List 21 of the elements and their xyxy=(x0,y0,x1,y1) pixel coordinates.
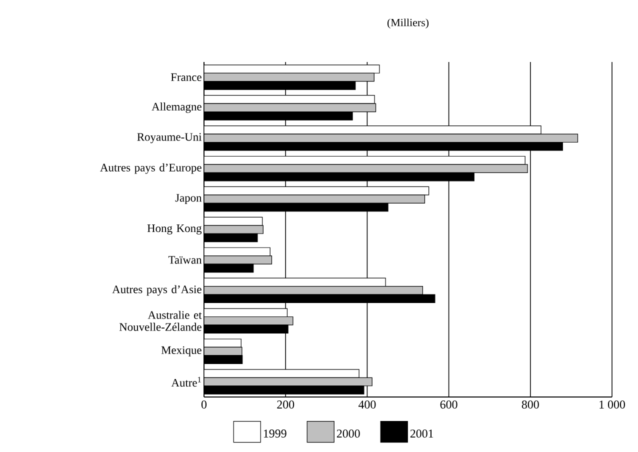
y-tick-label: Royaume-Uni xyxy=(137,133,202,144)
y-tick-label: Allemagne xyxy=(152,102,202,113)
x-tick-label: 600 xyxy=(440,400,458,409)
y-tick-label: France xyxy=(170,73,202,82)
x-tick-label: 0 xyxy=(201,400,207,409)
y-tick-label: Autres pays d’Asie xyxy=(112,285,202,296)
y-tick-label: Mexique xyxy=(161,346,202,356)
y-tick-label: Hong Kong xyxy=(147,224,202,234)
legend-label: 1999 xyxy=(264,430,286,438)
chart-title: (Milliers) xyxy=(387,18,429,28)
x-tick-label: 1 000 xyxy=(600,400,625,409)
y-tick-label: Japon xyxy=(175,194,202,204)
y-tick-label: Autres pays d’Europe xyxy=(100,163,202,174)
legend-label: 2000 xyxy=(336,430,360,438)
legend-label: 2001 xyxy=(410,430,434,438)
x-tick-label: 400 xyxy=(358,400,376,409)
y-tick-label: Autre$^{1}$ xyxy=(171,376,201,387)
x-tick-label: 800 xyxy=(522,400,539,409)
x-tick-label: 200 xyxy=(277,400,294,409)
y-tick-label: Taïwan xyxy=(168,256,202,264)
y-tick-label: Australie et Nouvelle-Zélande xyxy=(119,310,202,331)
